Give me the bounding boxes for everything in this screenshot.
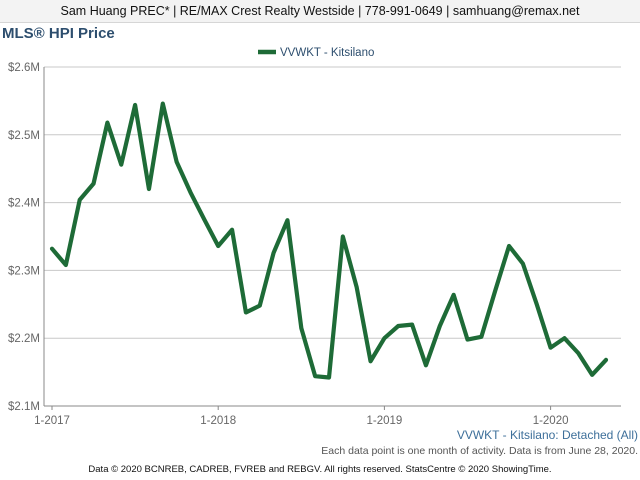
legend[interactable]: VVWKT - Kitsilano — [258, 47, 374, 59]
x-tick-label: 1-2019 — [366, 415, 402, 427]
data-note: Each data point is one month of activity… — [321, 445, 638, 457]
y-tick-labels: $2.6M $2.5M $2.4M $2.3M $2.2M $2.1M — [8, 62, 40, 413]
header-contact-text: Sam Huang PREC* | RE/MAX Crest Realty We… — [60, 4, 580, 18]
y-tick-label: $2.2M — [8, 333, 40, 345]
legend-label: VVWKT - Kitsilano — [280, 47, 374, 59]
series-caption: VVWKT - Kitsilano: Detached (All) — [456, 428, 638, 442]
y-tick-label: $2.6M — [8, 62, 40, 74]
header-contact-bar: Sam Huang PREC* | RE/MAX Crest Realty We… — [0, 0, 640, 23]
y-tick-label: $2.3M — [8, 265, 40, 277]
x-tick-labels: 1-2017 1-2018 1-2019 1-2020 — [34, 415, 568, 427]
x-tick-label: 1-2018 — [200, 415, 236, 427]
footer-copyright: Data © 2020 BCNREB, CADREB, FVREB and RE… — [88, 464, 552, 475]
y-tick-label: $2.5M — [8, 130, 40, 142]
series-line-0 — [49, 101, 609, 380]
y-tick-label: $2.4M — [8, 198, 40, 210]
x-tick-label: 1-2020 — [533, 415, 569, 427]
legend-item[interactable]: VVWKT - Kitsilano — [258, 47, 374, 59]
chart-title: MLS® HPI Price — [2, 25, 115, 42]
axes — [43, 67, 621, 410]
x-tick-label: 1-2017 — [34, 415, 70, 427]
y-tick-label: $2.1M — [8, 401, 40, 413]
series-lines — [49, 101, 609, 380]
